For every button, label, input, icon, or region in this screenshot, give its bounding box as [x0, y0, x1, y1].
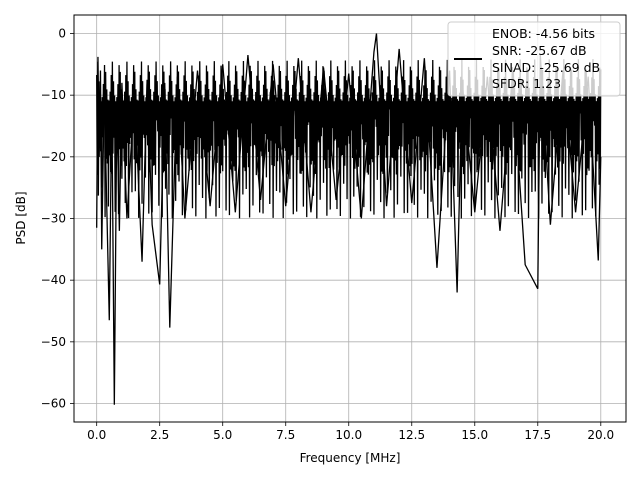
legend-sfdr: SFDR: 1.23: [492, 76, 561, 91]
psd-noise-trace: [96, 59, 602, 219]
x-tick-label: 2.5: [150, 428, 169, 442]
x-tick-label: 10.0: [335, 428, 362, 442]
y-axis-ticks: 0 −10 −20 −30 −40 −50 −60: [41, 27, 74, 411]
y-tick-label: −60: [41, 397, 66, 411]
y-tick-label: −30: [41, 212, 66, 226]
x-axis-ticks: 0.0 2.5 5.0 7.5 10.0 12.5 15.0 17.5 20.0: [87, 422, 614, 442]
x-tick-label: 15.0: [461, 428, 488, 442]
legend: ENOB: -4.56 bits SNR: -25.67 dB SINAD: -…: [447, 21, 621, 97]
y-tick-label: 0: [58, 27, 66, 41]
y-tick-label: −20: [41, 150, 66, 164]
legend-box: [447, 21, 621, 97]
legend-sinad: SINAD: -25.69 dB: [492, 60, 600, 75]
x-tick-label: 20.0: [587, 428, 614, 442]
legend-snr: SNR: -25.67 dB: [492, 43, 587, 58]
series-layer: [96, 33, 602, 405]
y-tick-label: −40: [41, 273, 66, 287]
x-tick-label: 17.5: [524, 428, 551, 442]
x-tick-label: 0.0: [87, 428, 106, 442]
x-tick-label: 12.5: [398, 428, 425, 442]
x-tick-label: 5.0: [213, 428, 232, 442]
y-tick-label: −10: [41, 88, 66, 102]
x-axis-label: Frequency [MHz]: [300, 451, 401, 465]
y-axis-label: PSD [dB]: [14, 191, 28, 244]
psd-series-line: [96, 33, 602, 405]
legend-enob: ENOB: -4.56 bits: [492, 26, 595, 41]
y-tick-label: −50: [41, 335, 66, 349]
x-tick-label: 7.5: [276, 428, 295, 442]
